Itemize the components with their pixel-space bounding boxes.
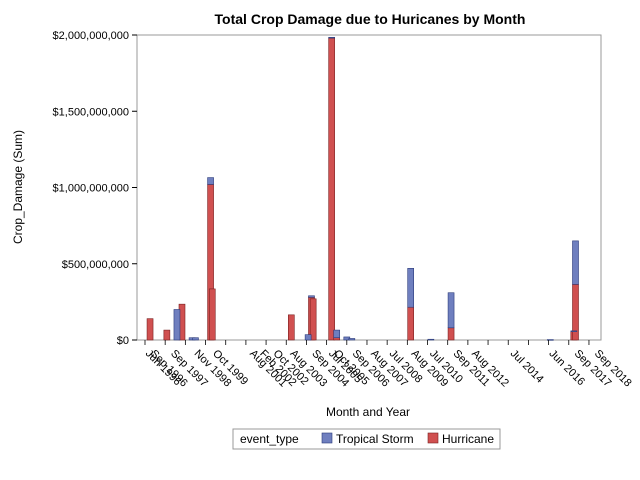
legend-label-hurricane: Hurricane: [442, 432, 494, 446]
bar-tropical-storm: [207, 177, 214, 185]
x-tick-label: Jul 2014: [508, 348, 546, 386]
bar-tropical-storm: [304, 334, 312, 341]
bar-tropical-storm: [546, 339, 554, 341]
bar-hurricane: [328, 37, 335, 341]
plot-area: [136, 34, 602, 341]
bar-tropical-storm: [572, 240, 579, 285]
legend-title: event_type: [240, 432, 299, 446]
y-tick-label: $0: [117, 335, 129, 347]
bars-layer: [146, 36, 579, 341]
chart-title: Total Crop Damage due to Huricanes by Mo…: [215, 11, 526, 27]
y-tick-label: $500,000,000: [62, 259, 129, 271]
bar-tropical-storm: [407, 268, 415, 308]
bar-tropical-storm: [173, 309, 181, 341]
legend-label-tropical-storm: Tropical Storm: [336, 432, 414, 446]
bar-hurricane: [163, 329, 171, 341]
bar-tropical-storm: [447, 292, 455, 329]
y-tick-label: $1,500,000,000: [53, 106, 129, 118]
bar-tropical-storm: [333, 329, 341, 339]
bar-tropical-storm: [570, 330, 578, 332]
bar-hurricane: [309, 298, 317, 341]
bar-tropical-storm: [308, 295, 315, 298]
bar-tropical-storm: [427, 338, 435, 341]
bar-tropical-storm: [328, 36, 335, 39]
y-axis-label: Crop_Damage (Sum): [11, 130, 25, 244]
bar-hurricane: [288, 314, 295, 341]
legend-swatch-tropical-storm: [321, 432, 333, 444]
bar-hurricane: [333, 337, 341, 341]
y-tick-label: $2,000,000,000: [53, 30, 129, 42]
legend: event_type Tropical Storm Hurricane: [232, 428, 501, 450]
x-axis-label: Month and Year: [326, 405, 410, 419]
bar-tropical-storm: [192, 337, 199, 341]
y-tick-label: $1,000,000,000: [53, 183, 129, 195]
bar-hurricane: [447, 327, 455, 341]
bar-hurricane: [208, 288, 216, 341]
bar-tropical-storm: [348, 338, 356, 341]
y-axis: $0 $500,000,000 $1,000,000,000 $1,500,000,0…: [53, 30, 137, 347]
bar-hurricane: [146, 318, 154, 341]
legend-swatch-hurricane: [427, 432, 439, 444]
bar-hurricane: [407, 306, 415, 341]
